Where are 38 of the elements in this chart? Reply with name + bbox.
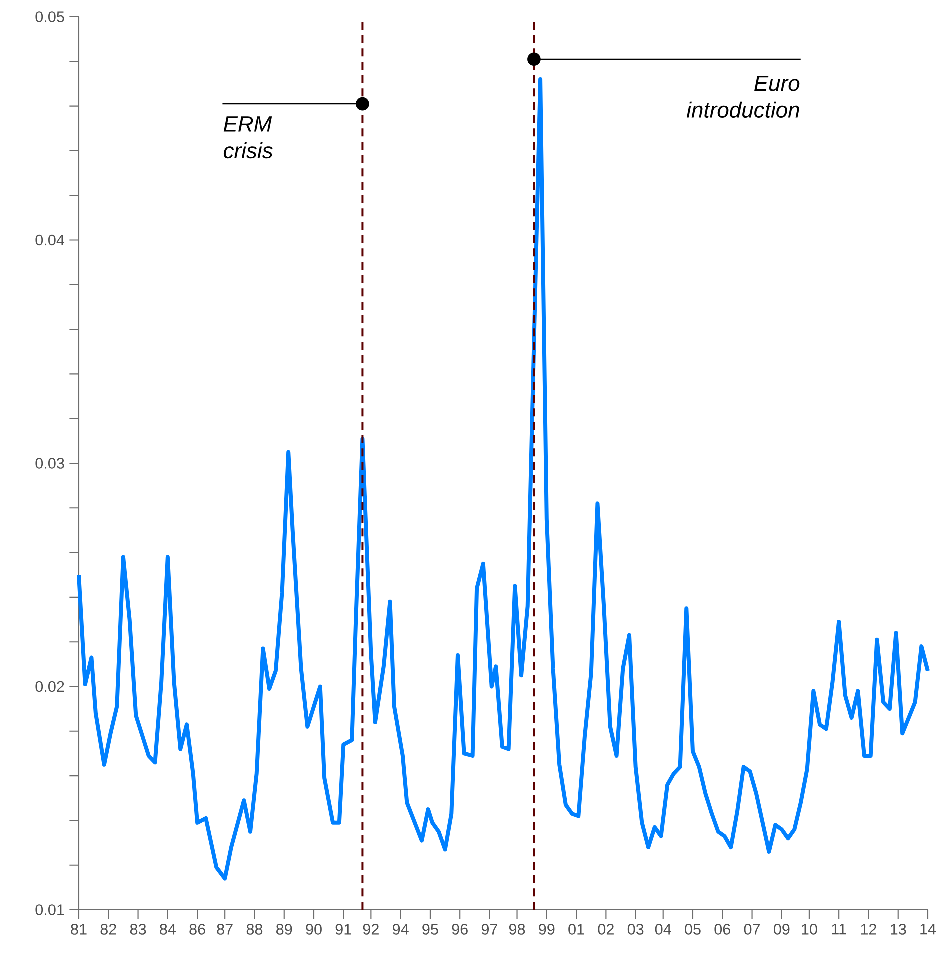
- x-tick-label: 96: [452, 924, 468, 935]
- line-series: [77, 78, 930, 881]
- x-tick-label: 13: [891, 924, 906, 935]
- x-tick-label: 97: [482, 924, 498, 935]
- x-tick-label: 86: [190, 924, 206, 935]
- annotation: ERM crisis: [224, 116, 273, 159]
- annotation: Euro introduction: [686, 76, 800, 118]
- x-tick-label: 10: [802, 924, 818, 935]
- x-tick-label: 12: [861, 924, 876, 935]
- y-tick-label: 0.02: [36, 681, 64, 692]
- y-tick-label: 0.05: [36, 12, 64, 22]
- x-tick-label: 89: [276, 924, 292, 935]
- x-tick-label: 92: [363, 924, 379, 935]
- x-tick-label: 98: [509, 924, 526, 935]
- x-tick-label: 11: [832, 924, 846, 935]
- x-tick-label: 95: [422, 924, 438, 935]
- y-tick-label: 0.01: [36, 904, 64, 916]
- x-tick-label: 03: [628, 924, 644, 935]
- x-tick-label: 84: [160, 924, 176, 935]
- x-tick-label: 07: [744, 924, 760, 935]
- x-tick-label: 09: [774, 924, 790, 935]
- x-tick-label: 90: [306, 924, 322, 935]
- x-tick-label: 91: [336, 924, 352, 935]
- x-tick-label: 06: [714, 924, 730, 935]
- x-tick-label: 94: [393, 924, 409, 935]
- x-tick-label: 88: [246, 924, 263, 935]
- x-tick-label: 02: [598, 924, 614, 935]
- x-tick-label: 87: [217, 924, 233, 935]
- y-tick-label: 0.03: [36, 458, 64, 469]
- x-tick-label: 81: [71, 924, 87, 935]
- x-tick-label: 04: [655, 924, 672, 935]
- x-tick-label: 01: [568, 924, 584, 935]
- x-tick-label: 99: [539, 924, 555, 935]
- x-tick-label: 83: [130, 924, 146, 935]
- x-tick-label: 14: [920, 924, 936, 935]
- x-tick-label: 05: [685, 924, 701, 935]
- x-tick-label: 82: [100, 924, 116, 935]
- y-tick-label: 0.04: [36, 234, 65, 246]
